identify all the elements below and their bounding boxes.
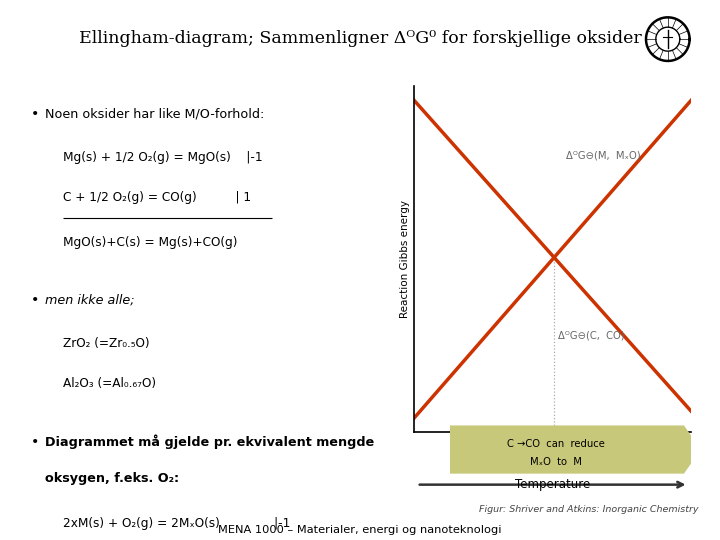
- Text: Ellingham-diagram; Sammenligner ΔᴼG⁰ for forskjellige oksider: Ellingham-diagram; Sammenligner ΔᴼG⁰ for…: [78, 30, 642, 46]
- Y-axis label: Reaction Gibbs energy: Reaction Gibbs energy: [400, 200, 410, 318]
- Text: Diagrammet må gjelde pr. ekvivalent mengde: Diagrammet må gjelde pr. ekvivalent meng…: [45, 435, 374, 449]
- Text: 2xM(s) + O₂(g) = 2MₓO(s)              |-1: 2xM(s) + O₂(g) = 2MₓO(s) |-1: [63, 517, 290, 530]
- Text: oksygen, f.eks. O₂:: oksygen, f.eks. O₂:: [45, 472, 179, 485]
- Text: MₓO  to  M: MₓO to M: [530, 457, 582, 467]
- Text: men ikke alle;: men ikke alle;: [45, 293, 134, 306]
- Text: MgO(s)+C(s) = Mg(s)+CO(g): MgO(s)+C(s) = Mg(s)+CO(g): [63, 235, 238, 248]
- Text: ZrO₂ (=Zr₀.₅O): ZrO₂ (=Zr₀.₅O): [63, 338, 150, 350]
- Text: •: •: [30, 435, 39, 449]
- Text: Noen oksider har like M/O-forhold:: Noen oksider har like M/O-forhold:: [45, 107, 264, 120]
- Text: Al₂O₃ (=Al₀.₆₇O): Al₂O₃ (=Al₀.₆₇O): [63, 377, 156, 390]
- FancyArrow shape: [450, 426, 701, 474]
- Text: C + 1/2 O₂(g) = CO(g)          | 1: C + 1/2 O₂(g) = CO(g) | 1: [63, 191, 251, 204]
- Text: ΔᴼG⊖(M,  MₓO): ΔᴼG⊖(M, MₓO): [567, 151, 641, 160]
- Text: Mg(s) + 1/2 O₂(g) = MgO(s)    |-1: Mg(s) + 1/2 O₂(g) = MgO(s) |-1: [63, 151, 262, 164]
- Text: C →CO  can  reduce: C →CO can reduce: [507, 439, 605, 449]
- Text: ΔᴼG⊖(C,  CO): ΔᴼG⊖(C, CO): [558, 330, 625, 340]
- Text: •: •: [30, 293, 39, 307]
- Text: MENA 1000 – Materialer, energi og nanoteknologi: MENA 1000 – Materialer, energi og nanote…: [218, 524, 502, 535]
- Text: Temperature: Temperature: [515, 478, 590, 491]
- Text: Figur: Shriver and Atkins: Inorganic Chemistry: Figur: Shriver and Atkins: Inorganic Che…: [479, 505, 698, 514]
- Text: •: •: [30, 107, 39, 121]
